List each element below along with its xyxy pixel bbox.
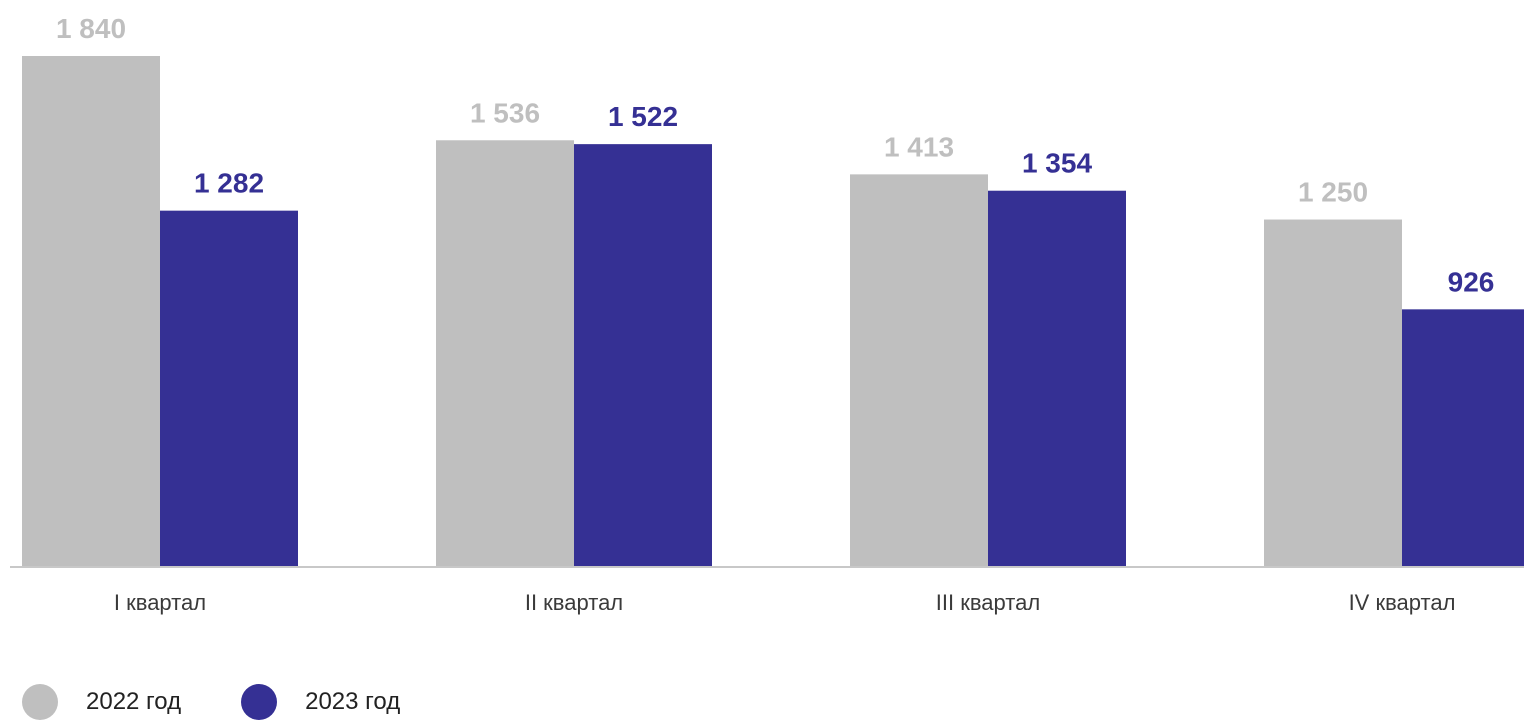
bar-2023-q1 [160,210,298,567]
bar-2023-q4 [1402,309,1524,566]
data-label-2023-q1: 1 282 [194,168,264,199]
x-tick-label-q4: IV квартал [1349,590,1456,615]
data-label-2022-q3: 1 413 [884,131,954,162]
bar-2022-q1 [22,56,160,566]
x-tick-label-q2: II квартал [525,590,623,615]
data-label-2022-q2: 1 536 [470,97,540,128]
legend-label-2023: 2023 год [305,688,401,715]
bar-2022-q2 [436,140,574,566]
legend-item-2022: 2022 год [22,684,181,720]
data-label-2023-q4: 926 [1448,266,1495,297]
bar-2022-q3 [850,174,988,566]
legend-swatch-2022 [22,684,58,720]
data-label-2023-q3: 1 354 [1022,148,1092,179]
legend-swatch-2023 [241,684,278,720]
data-label-2023-q2: 1 522 [608,101,678,132]
legend-item-2023: 2023 год [241,684,400,720]
bar-2022-q4 [1264,219,1402,567]
bar-2023-q2 [574,144,712,567]
data-label-2022-q1: 1 840 [56,13,126,44]
x-tick-label-q3: III квартал [936,590,1040,615]
bar-2023-q3 [988,190,1126,566]
data-label-2022-q4: 1 250 [1298,177,1368,208]
legend-label-2022: 2022 год [86,688,182,715]
x-tick-label-q1: I квартал [114,590,206,615]
legend: 2022 год 2023 год [22,684,460,720]
